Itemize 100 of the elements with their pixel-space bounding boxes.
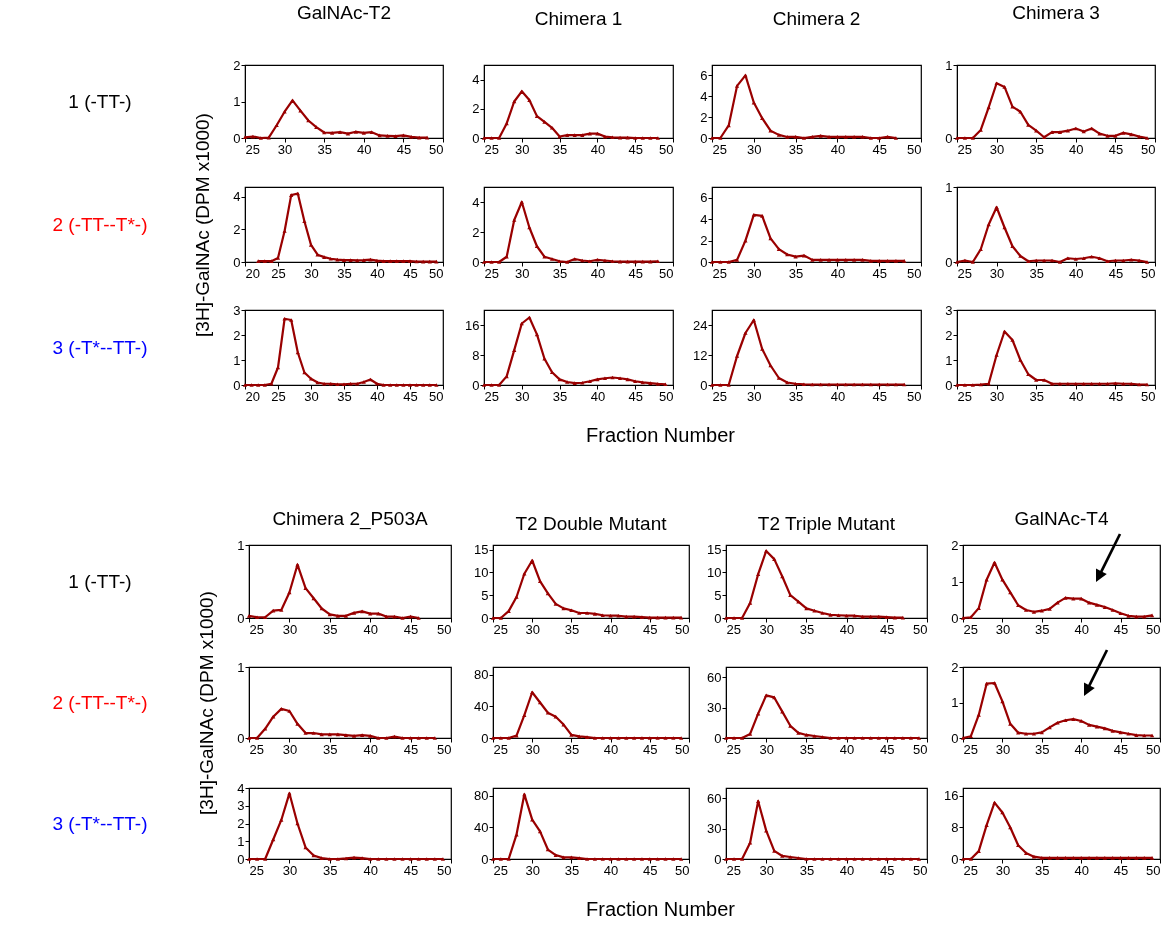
x-tick-label: 35 [1029,388,1044,404]
x-tick-label: 45 [1108,388,1124,404]
x-tick-label: 35 [323,862,338,878]
y-tick-label: 0 [237,851,245,867]
x-tick-label: 35 [552,265,568,281]
y-tick-label: 4 [233,189,241,205]
x-tick-label: 35 [788,265,804,281]
y-tick-label: 8 [472,347,480,363]
y-tick-label: 24 [693,317,708,333]
y-tick-label: 2 [472,224,480,240]
x-tick-label: 40 [370,388,385,404]
x-tick-label: 45 [1113,741,1129,757]
x-tick-label: 40 [603,741,619,757]
x-tick-label: 30 [747,388,762,404]
x-tick-label: 45 [1108,265,1124,281]
x-tick-label: 40 [363,862,378,878]
x-tick-label: 45 [396,141,412,157]
x-tick-label: 30 [525,621,540,637]
x-tick-label: 45 [1113,862,1129,878]
chart-title: T2 Double Mutant [515,512,668,534]
x-tick-label: 40 [830,265,846,281]
x-tick-label: 20 [245,388,260,404]
x-tick-label: 40 [590,141,606,157]
y-tick-label: 2 [945,327,953,343]
y-tick-label: 0 [472,254,480,270]
y-tick-label: 1 [951,695,959,710]
x-tick-label: 30 [747,265,762,281]
x-tick-label: 45 [643,862,658,878]
x-tick-label: 25 [245,141,260,157]
x-tick-label: 30 [282,621,298,637]
x-tick-label: 50 [675,741,690,757]
y-tick-label: 0 [237,730,245,746]
y-tick-label: 0 [237,610,245,626]
y-tick-label: 15 [474,542,489,558]
x-tick-label: 30 [282,741,298,757]
y-tick-label: 0 [714,610,722,626]
x-tick-label: 35 [337,265,352,281]
x-tick-label: 50 [1141,265,1156,281]
x-tick-label: 25 [712,388,727,404]
x-tick-label: 25 [712,141,727,157]
x-tick-label: 40 [590,388,606,404]
x-tick-label: 25 [249,621,264,637]
y-tick-label: 10 [474,564,489,580]
y-tick-label: 1 [237,833,245,849]
x-tick-label: 50 [659,388,674,404]
x-tick-label: 25 [963,621,978,637]
x-tick-label: 30 [995,621,1011,637]
x-tick-label: 50 [907,388,922,404]
x-tick-label: 50 [659,265,674,281]
x-tick-label: 30 [995,741,1011,757]
y-tick-label: 2 [951,659,959,675]
x-tick-label: 45 [403,862,419,878]
y-tick-label: 16 [465,317,480,333]
y-tick-label: 10 [707,564,722,580]
x-tick-label: 25 [726,741,741,757]
x-tick-label: 25 [484,265,499,281]
text: 3 (-T*--TT-) [52,812,148,834]
x-tick-label: 45 [643,741,658,757]
x-tick-label: 35 [564,741,580,757]
y-tick-label: 0 [481,610,489,626]
y-tick-label: 2 [233,57,241,73]
x-tick-label: 35 [788,388,804,404]
y-tick-label: 1 [237,659,245,675]
x-tick-label: 25 [484,388,499,404]
y-tick-label: 4 [700,88,708,104]
x-tick-label: 30 [759,862,774,878]
y-tick-label: 2 [951,537,959,553]
x-tick-label: 45 [872,141,887,157]
x-tick-label: 45 [872,388,887,404]
y-tick-label: 0 [951,851,959,867]
x-tick-label: 50 [1146,862,1161,878]
chart-title: Chimera 2_P503A [272,508,428,530]
x-tick-label: 40 [1074,862,1089,878]
x-tick-label: 50 [437,621,452,637]
y-tick-label: 3 [945,302,953,318]
x-tick-label: 50 [1146,621,1161,637]
chart-title: Chimera 2 [772,8,861,29]
y-tick-label: 1 [945,57,953,73]
x-tick-label: 25 [271,265,286,281]
x-tick-label: 35 [1035,621,1050,637]
x-tick-label: 25 [957,265,972,281]
x-tick-label: 30 [995,862,1011,878]
x-tick-label: 35 [1035,862,1050,878]
x-tick-label: 30 [515,388,530,404]
y-tick-label: 0 [951,610,959,626]
x-tick-label: 35 [799,862,815,878]
y-tick-label: 2 [233,221,241,237]
x-tick-label: 25 [957,388,972,404]
x-tick-label: 25 [493,741,508,757]
y-tick-label: 0 [481,851,489,867]
y-tick-label: 0 [700,377,708,393]
x-tick-label: 25 [712,265,727,281]
x-tick-label: 30 [747,141,762,157]
x-tick-label: 50 [1146,741,1161,757]
x-tick-label: 45 [403,741,419,757]
x-tick-label: 35 [323,741,338,757]
x-tick-label: 35 [564,862,580,878]
y-tick-label: 1 [233,352,241,368]
x-tick-label: 45 [403,388,418,404]
x-tick-label: 25 [493,862,508,878]
